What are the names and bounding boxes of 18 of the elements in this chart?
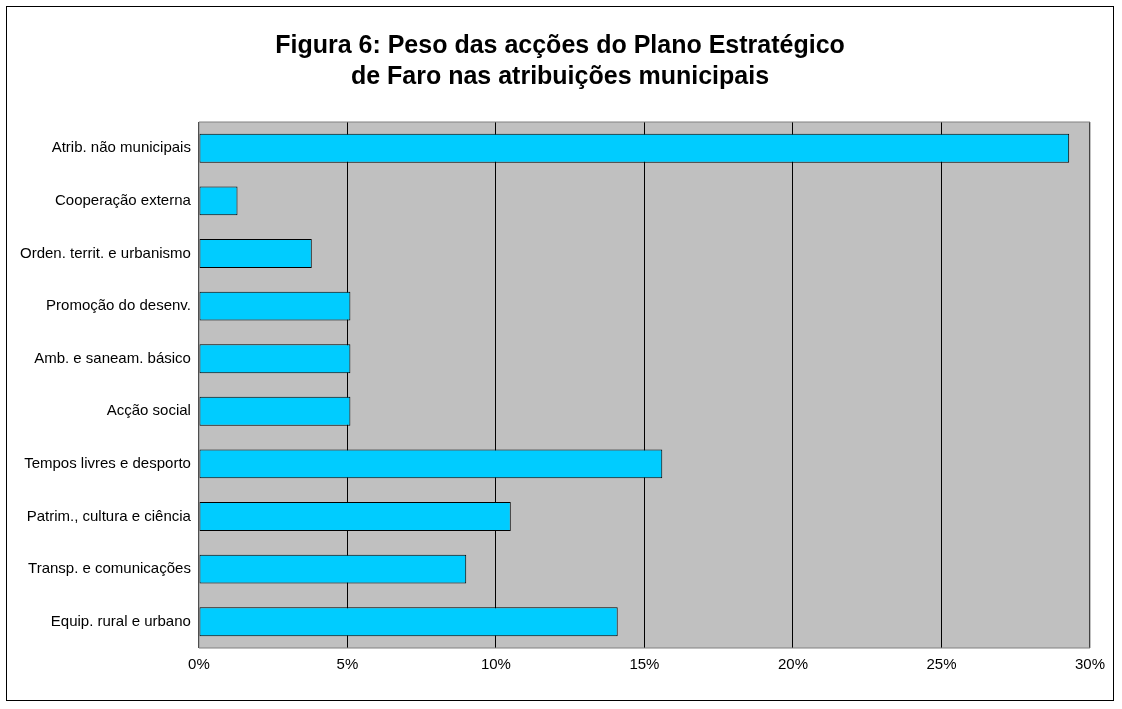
y-tick-label: Tempos livres e desporto (24, 454, 191, 472)
x-tick-label: 10% (480, 655, 511, 673)
y-tick-label: Acção social (106, 401, 191, 419)
x-tick-label: 20% (777, 655, 808, 673)
x-tick-label: 0% (188, 655, 210, 673)
y-tick-label: Cooperação externa (54, 191, 192, 209)
y-tick-label: Patrim., cultura e ciência (26, 506, 192, 524)
y-tick-label: Amb. e saneam. básico (34, 348, 191, 366)
y-tick-label: Promoção do desenv. (46, 296, 191, 314)
x-tick-label: 5% (336, 655, 359, 673)
y-tick-label: Atrib. não municipais (51, 138, 191, 156)
y-tick-label: Transp. e comunicações (28, 559, 191, 577)
y-tick-label: Equip. rural e urbano (50, 611, 191, 629)
x-tick-label: 30% (1074, 655, 1105, 673)
y-tick-label: Orden. territ. e urbanismo (20, 243, 191, 261)
x-tick-label: 15% (629, 655, 660, 673)
x-tick-label: 25% (926, 655, 957, 673)
chart-title: Figura 6: Peso das acções do Plano Estratégico de Faro nas atribuições municipais (274, 29, 846, 91)
